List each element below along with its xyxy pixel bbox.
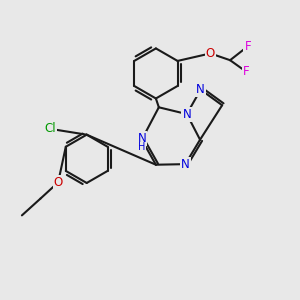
Text: O: O <box>206 47 215 60</box>
Text: F: F <box>244 40 251 53</box>
Text: N: N <box>137 132 146 145</box>
Text: N: N <box>181 158 190 171</box>
Text: N: N <box>182 108 191 121</box>
Text: O: O <box>53 176 63 189</box>
Text: N: N <box>196 83 205 96</box>
Text: H: H <box>138 142 146 152</box>
Text: Cl: Cl <box>44 122 56 135</box>
Text: F: F <box>243 65 250 79</box>
